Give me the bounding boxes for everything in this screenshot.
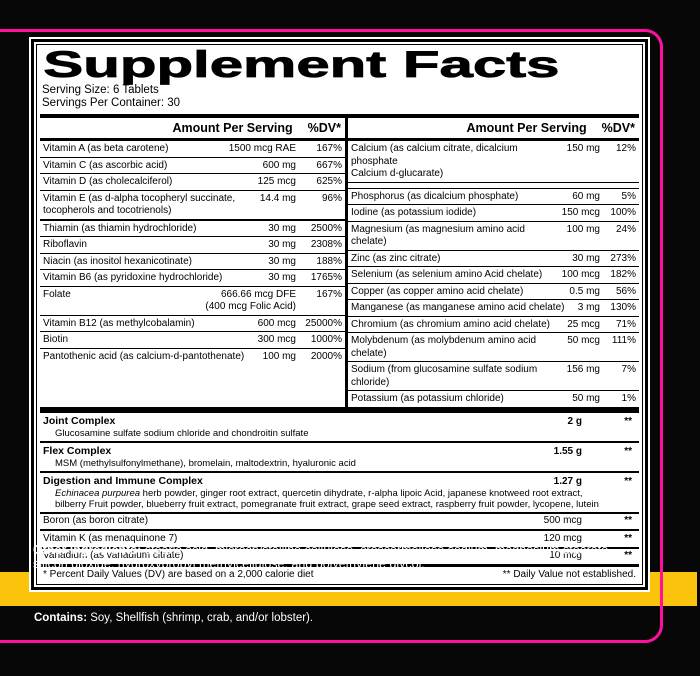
panel-inner-rule: Supplement Facts Serving Size: 6 Tablets…	[36, 44, 643, 585]
nutrient-row: Calcium (as calcium citrate, dicalcium p…	[351, 143, 636, 179]
nutrient-row: Magnesium (as magnesium amino acid chela…	[348, 220, 639, 250]
complex-row: Flex Complex 1.55 g ** MSM (methylsulfon…	[40, 440, 639, 471]
nutrient-row: Manganese (as manganese amino acid chela…	[348, 299, 639, 316]
left-column: Amount Per Serving %DV* Vitamin A (as be…	[40, 114, 345, 407]
left-column-header: Amount Per Serving %DV*	[40, 114, 345, 141]
other-ingredients: Other Ingredients: stearic acid, microcr…	[33, 543, 612, 571]
nutrient-row: Vanadium (as vanadium citrate) 10 mcg **	[40, 546, 639, 565]
row-gap	[348, 181, 639, 188]
complex-ingredients: Glucosamine sulfate sodium chloride and …	[55, 427, 309, 439]
allergen-statement: Contains: Soy, Shellfish (shrimp, crab, …	[34, 612, 314, 624]
nutrient-row: Boron (as boron citrate) 500 mcg **	[40, 511, 639, 530]
nutrient-row: Selenium (as selenium amino Acid chelate…	[348, 266, 639, 283]
contains-label: Contains:	[34, 612, 88, 624]
right-column-header: Amount Per Serving %DV*	[348, 114, 639, 141]
nutrient-row: Vitamin B12 (as methylcobalamin) 600 mcg…	[40, 314, 345, 332]
nutrient-row: Biotin 300 mcg 1000%	[40, 331, 345, 348]
nutrient-row: Folate 666.66 mcg DFE (400 mcg Folic Acid…	[40, 285, 345, 315]
nutrient-row: Riboflavin 30 mg 2308%	[40, 236, 345, 253]
nutrient-row: Vitamin K (as menaquinone 7) 120 mcg **	[40, 529, 639, 547]
daily-value-footnote: * Percent Daily Values (DV) are based on…	[43, 569, 314, 580]
other-ingredients-label: Other Ingredients:	[33, 543, 142, 557]
amount-per-serving-header: Amount Per Serving	[466, 121, 587, 135]
nutrient-row: Zinc (as zinc citrate) 30 mg 273%	[348, 249, 639, 267]
nutrient-row: Niacin (as inositol hexanicotinate) 30 m…	[40, 252, 345, 270]
complex-row: Digestion and Immune Complex 1.27 g ** E…	[40, 470, 639, 512]
nutrient-row: Vitamin B6 (as pyridoxine hydrochloride)…	[40, 269, 345, 286]
nutrient-row: Vitamin E (as d-alpha tocopheryl succina…	[40, 189, 345, 219]
dv-header: %DV*	[601, 121, 635, 135]
nutrient-row: Molybdenum (as molybdenum amino acid che…	[348, 332, 639, 361]
serving-size: Serving Size: 6 Tablets	[42, 84, 159, 96]
complex-ingredients: MSM (methylsulfonylmethane), bromelain, …	[55, 457, 356, 469]
nutrient-row: Copper (as copper amino acid chelate) 0.…	[348, 282, 639, 300]
panel-title: Supplement Facts	[43, 44, 561, 85]
nutrient-row: Thiamin (as thiamin hydrochloride) 30 mg…	[40, 218, 345, 237]
nutrient-row: Vitamin D (as cholecalciferol) 125 mcg 6…	[40, 173, 345, 190]
nutrient-columns: Amount Per Serving %DV* Vitamin A (as be…	[40, 114, 639, 413]
footnote-row: * Percent Daily Values (DV) are based on…	[40, 564, 639, 584]
complex-row: Joint Complex 2 g ** Glucosamine sulfate…	[40, 413, 639, 441]
serving-info: Serving Size: 6 Tablets Servings Per Con…	[40, 81, 639, 114]
nutrient-row: Vitamin A (as beta carotene) 1500 mcg RA…	[43, 143, 342, 154]
nutrient-row: Iodine (as potassium iodide) 150 mcg 100…	[348, 204, 639, 221]
complex-ingredients: Echinacea purpurea herb powder, ginger r…	[55, 487, 599, 510]
nutrient-row: Vitamin C (as ascorbic acid) 600 mg 667%	[40, 156, 345, 174]
right-column: Amount Per Serving %DV* Calcium (as calc…	[345, 114, 639, 407]
dv-header: %DV*	[307, 121, 341, 135]
servings-per-container: Servings Per Container: 30	[42, 97, 181, 109]
nutrient-row: Pantothenic acid (as calcium-d-pantothen…	[40, 347, 345, 365]
nutrient-row: Phosphorus (as dicalcium phosphate) 60 m…	[348, 187, 639, 205]
supplement-facts-panel: Supplement Facts Serving Size: 6 Tablets…	[31, 39, 648, 590]
nutrient-row: Potassium (as potassium chloride) 50 mg …	[348, 390, 639, 407]
nutrient-row: Chromium (as chromium amino acid chelate…	[348, 315, 639, 333]
nutrient-row: Sodium (from glucosamine sulfate sodium …	[348, 361, 639, 390]
amount-per-serving-header: Amount Per Serving	[172, 121, 293, 135]
not-established-footnote: ** Daily Value not established.	[502, 569, 636, 580]
